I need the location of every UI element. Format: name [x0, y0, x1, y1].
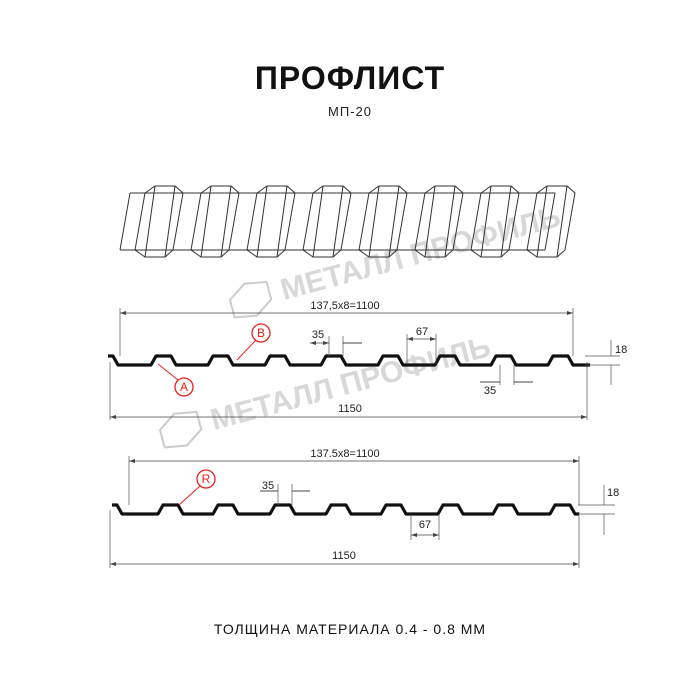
sheet-rib [190, 185, 240, 258]
bottom-width-label: 1150 [332, 550, 356, 562]
sheet-rib [414, 185, 464, 258]
watermark-1: МЕТАЛЛ ПРОФИЛЬ [228, 200, 564, 319]
bottom-crest-label: 35 [262, 480, 274, 492]
sheet-rib-edge [256, 185, 268, 258]
sheet-3d-view [119, 185, 576, 258]
marker-b: B [236, 323, 271, 361]
marker-a: A [157, 363, 194, 397]
dimension-arrows [407, 337, 436, 341]
sheet-rib-edge [164, 185, 176, 258]
sheet-rib-edge [276, 185, 288, 258]
sheet-rib-edge [500, 185, 512, 258]
sheet-rib [246, 185, 296, 258]
watermark-2: МЕТАЛЛ ПРОФИЛЬ [158, 330, 494, 449]
sheet-rib-edge [200, 185, 212, 258]
material-thickness: ТОЛЩИНА МАТЕРИАЛА 0.4 - 0.8 ММ [213, 621, 487, 637]
sheet-rib-edge [556, 185, 568, 258]
svg-text:A: A [180, 380, 188, 394]
sheet-rib-edge [444, 185, 456, 258]
svg-text:R: R [202, 472, 211, 486]
profile-line [112, 503, 579, 516]
dimension-arrows [411, 533, 439, 537]
page-subtitle: МП-20 [328, 104, 372, 119]
sheet-rib [302, 185, 352, 258]
sheet-rib-edge [332, 185, 344, 258]
sheet-rib-edge [312, 185, 324, 258]
sheet-rib-edge [536, 185, 548, 258]
sheet-rib-edge [220, 185, 232, 258]
sheet-rib-edge [480, 185, 492, 258]
profile-line [108, 354, 590, 367]
top-width-label: 1150 [338, 403, 362, 415]
top-valley-label: 67 [416, 326, 428, 338]
svg-text:B: B [257, 326, 265, 340]
dimension-arrows [310, 341, 329, 345]
bottom-valley-label: 67 [419, 519, 431, 531]
top-bottom-crest-label: 35 [484, 385, 496, 397]
profile-bottom [109, 456, 615, 568]
top-pitch-label: 137,5х8=1100 [310, 300, 379, 312]
profile-top [108, 308, 620, 420]
top-crest-label: 35 [312, 329, 324, 341]
sheet-rib-edge [144, 185, 156, 258]
top-height-label: 18 [615, 344, 627, 356]
sheet-rib [470, 185, 520, 258]
sheet-rib-edge [368, 185, 380, 258]
bottom-height-label: 18 [607, 487, 619, 499]
page-title: ПРОФЛИСТ [254, 60, 446, 96]
sheet-rib [134, 185, 184, 258]
sheet-rib-edge [424, 185, 436, 258]
sheet-rib [358, 185, 408, 258]
sheet-rib [526, 185, 576, 258]
bottom-pitch-label: 137.5x8=1100 [310, 448, 379, 460]
sheet-rib-edge [388, 185, 400, 258]
marker-r: R [178, 469, 216, 506]
